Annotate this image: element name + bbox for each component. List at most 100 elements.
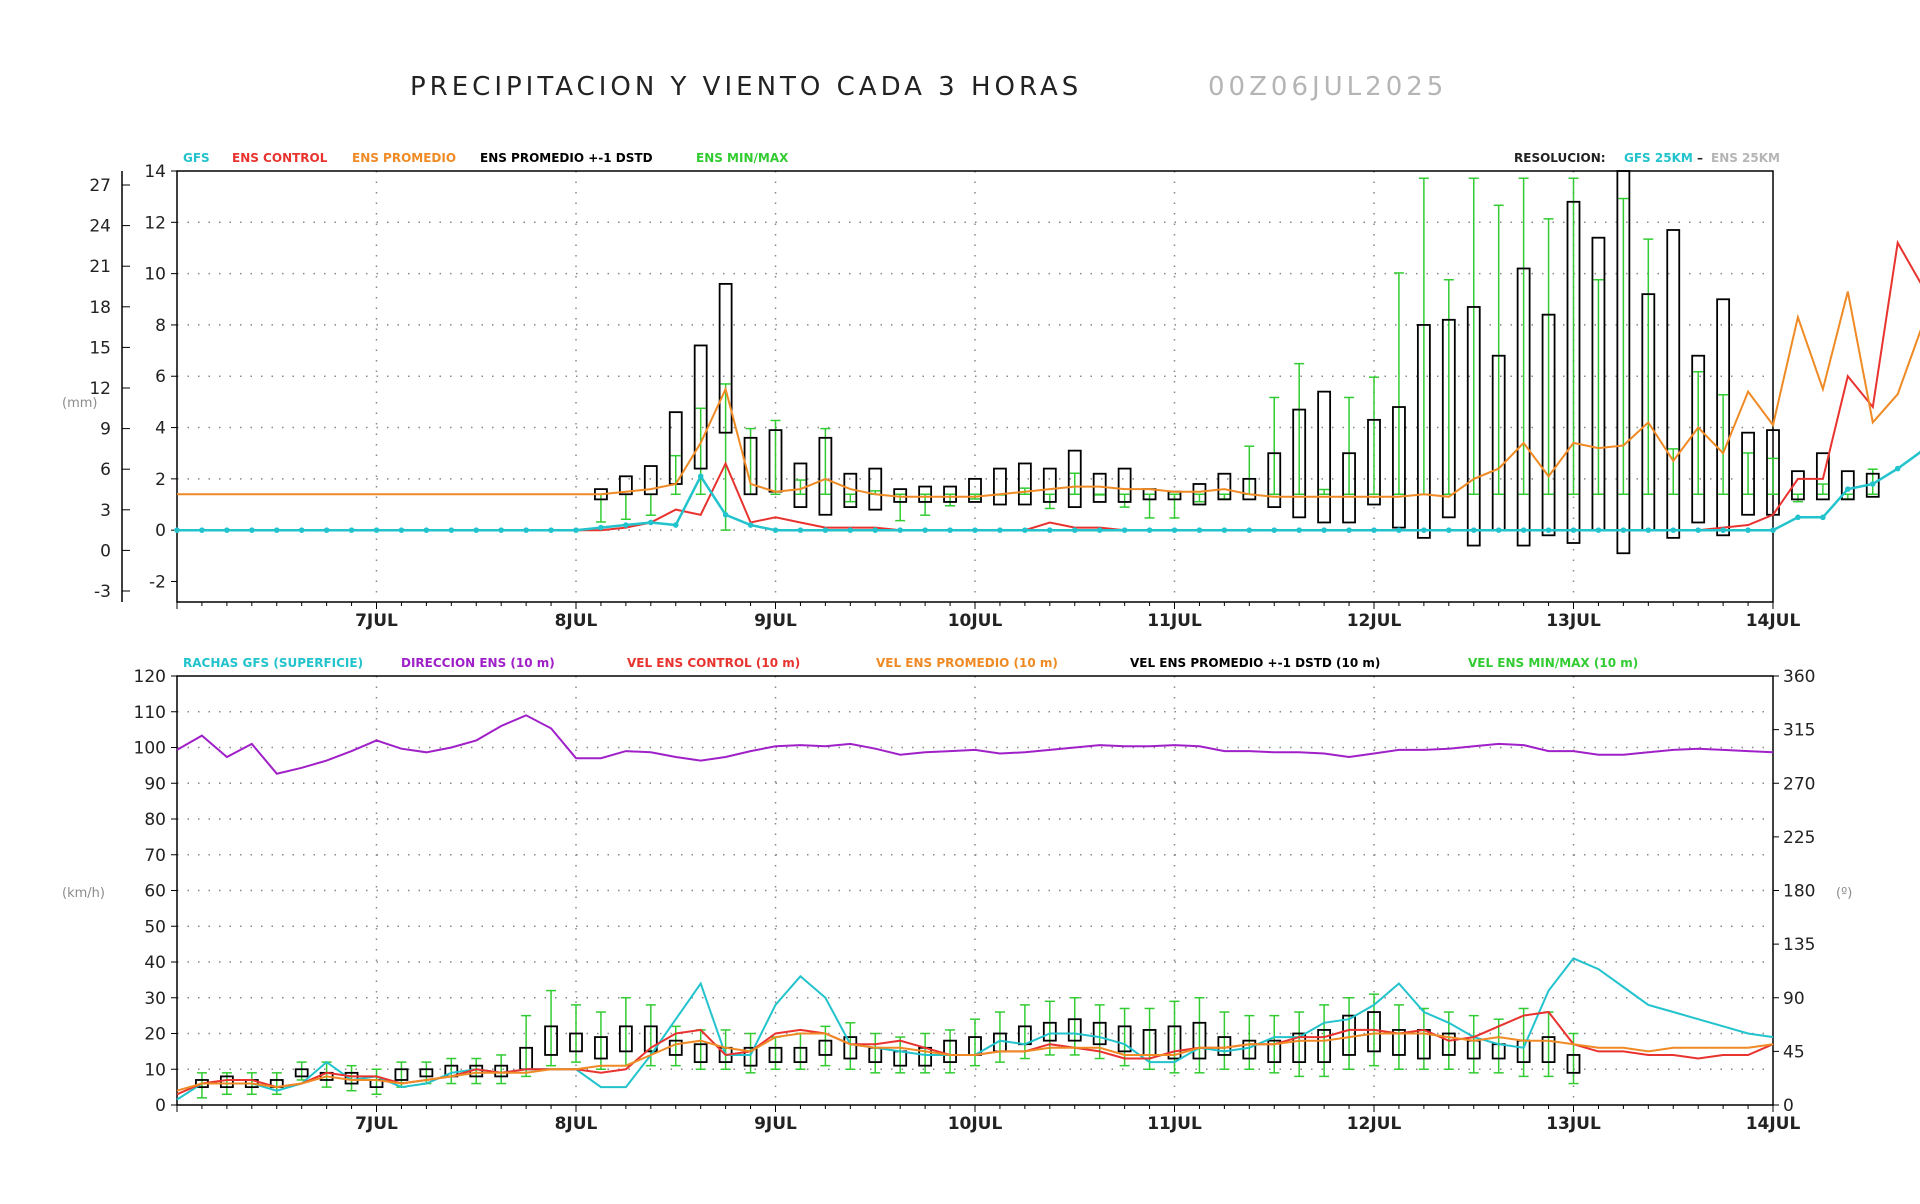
legend-ens-minmax: ENS MIN/MAX: [696, 151, 789, 165]
precip-gfs-line-point: [598, 525, 604, 531]
precip-outer-tick-label: -3: [94, 582, 111, 602]
legend-ens-control: ENS CONTROL: [232, 151, 328, 165]
precip-dstd-box: [1019, 463, 1031, 504]
precip-gfs-line-point: [449, 527, 455, 533]
x-tick-label: 10JUL: [948, 611, 1003, 631]
legend-rachas: RACHAS GFS (SUPERFICIE): [183, 656, 363, 670]
x-tick-label: 10JUL: [948, 1114, 1003, 1134]
precip-gfs-line-point: [1122, 527, 1128, 533]
precip-gfs-line-point: [1421, 527, 1427, 533]
precip-outer-tick-label: 9: [100, 420, 111, 440]
precip-gfs-line-point: [872, 527, 878, 533]
precip-promedio-line: [177, 292, 1920, 497]
precip-gfs-line-point: [698, 473, 704, 479]
precip-gfs-line-point: [748, 522, 754, 528]
precip-gfs-line-point: [1895, 466, 1901, 472]
x-tick-label: 14JUL: [1746, 1114, 1801, 1134]
precip-gfs-line-point: [773, 527, 779, 533]
x-tick-label: 14JUL: [1746, 611, 1801, 631]
precip-outer-tick-label: 15: [89, 338, 111, 358]
wind-right-tick-label: 90: [1783, 989, 1805, 1009]
legend-gfs: GFS: [183, 151, 210, 165]
precip-gfs-line-point: [1346, 527, 1352, 533]
x-tick-label: 12JUL: [1347, 1114, 1402, 1134]
precip-gfs-line-point: [897, 527, 903, 533]
wind-left-tick-label: 10: [144, 1060, 166, 1080]
precip-gfs-line-point: [1222, 527, 1228, 533]
precip-gfs-line-point: [299, 527, 305, 533]
precip-gfs-line-point: [374, 527, 380, 533]
wind-right-tick-label: 270: [1783, 774, 1815, 794]
wind-right-tick-label: 180: [1783, 882, 1815, 902]
wind-left-tick-label: 80: [144, 810, 166, 830]
precip-gfs-line-point: [249, 527, 255, 533]
precip-gfs-line-point: [1172, 527, 1178, 533]
precip-gfs-line-point: [1720, 527, 1726, 533]
wind-left-tick-label: 0: [155, 1096, 166, 1116]
wind-left-tick-label: 70: [144, 846, 166, 866]
x-tick-label: 7JUL: [355, 611, 398, 631]
resolution-ens: ENS 25KM: [1711, 151, 1780, 165]
precip-gfs-line-point: [1596, 527, 1602, 533]
precip-gfs-line-point: [1670, 527, 1676, 533]
wind-right-tick-label: 0: [1783, 1096, 1794, 1116]
wind-left-tick-label: 40: [144, 953, 166, 973]
wind-right-tick-label: 135: [1783, 935, 1815, 955]
legend-ens-dstd: ENS PROMEDIO +-1 DSTD: [480, 151, 653, 165]
precip-inner-tick-label: 0: [155, 521, 166, 541]
precip-outer-tick-label: 18: [89, 298, 111, 318]
x-tick-label: 11JUL: [1147, 1114, 1202, 1134]
precip-gfs-line-point: [1247, 527, 1253, 533]
precip-gfs-line-point: [673, 522, 679, 528]
wind-right-tick-label: 45: [1783, 1042, 1805, 1062]
precip-dstd-box: [994, 469, 1006, 505]
wind-right-tick-label: 225: [1783, 828, 1815, 848]
precip-gfs-line-point: [573, 527, 579, 533]
precip-inner-tick-label: 12: [144, 213, 166, 233]
precip-gfs-line-point: [199, 527, 205, 533]
precip-gfs-line-point: [922, 527, 928, 533]
precip-gfs-line-point: [224, 527, 230, 533]
wind-left-tick-label: 60: [144, 882, 166, 902]
precip-control-line: [177, 58, 1920, 530]
precip-gfs-line-point: [473, 527, 479, 533]
precip-gfs-line-point: [523, 527, 529, 533]
precip-gfs-line-point: [548, 527, 554, 533]
precip-gfs-line-point: [848, 527, 854, 533]
x-tick-label: 13JUL: [1546, 611, 1601, 631]
precip-gfs-line-point: [324, 527, 330, 533]
precip-inner-tick-label: 10: [144, 265, 166, 285]
precip-gfs-line-point: [1072, 527, 1078, 533]
precip-outer-tick-label: 27: [89, 176, 111, 196]
precip-gfs-line-point: [1047, 527, 1053, 533]
precip-gfs-line-point: [623, 522, 629, 528]
precip-gfs-line-point: [1471, 527, 1477, 533]
precip-gfs-line-point: [1845, 486, 1851, 492]
precip-gfs-line-point: [798, 527, 804, 533]
direction-y-axis-label: (º): [1836, 886, 1852, 901]
precip-gfs-line-point: [1770, 527, 1776, 533]
legend-vel-control: VEL ENS CONTROL (10 m): [627, 656, 800, 670]
legend-vel-dstd: VEL ENS PROMEDIO +-1 DSTD (10 m): [1130, 656, 1380, 670]
precip-gfs-line-point: [1022, 527, 1028, 533]
wind-left-tick-label: 100: [134, 739, 166, 759]
precip-gfs-line-point: [1446, 527, 1452, 533]
x-tick-label: 11JUL: [1147, 611, 1202, 631]
precip-gfs-line-point: [174, 527, 180, 533]
precip-outer-tick-label: 21: [89, 257, 111, 277]
x-tick-label: 7JUL: [355, 1114, 398, 1134]
precip-gfs-line-point: [972, 527, 978, 533]
legend-direccion: DIRECCION ENS (10 m): [401, 656, 555, 670]
precip-gfs-line-point: [1820, 515, 1826, 521]
precip-gfs-line-point: [1546, 527, 1552, 533]
precip-gfs-line-point: [823, 527, 829, 533]
resolution-gfs: GFS 25KM: [1624, 151, 1693, 165]
precip-inner-tick-label: -2: [149, 572, 166, 592]
wind-left-tick-label: 110: [134, 703, 166, 723]
x-tick-label: 9JUL: [754, 611, 797, 631]
wind-left-tick-label: 120: [134, 667, 166, 687]
precip-inner-tick-label: 4: [155, 419, 166, 439]
